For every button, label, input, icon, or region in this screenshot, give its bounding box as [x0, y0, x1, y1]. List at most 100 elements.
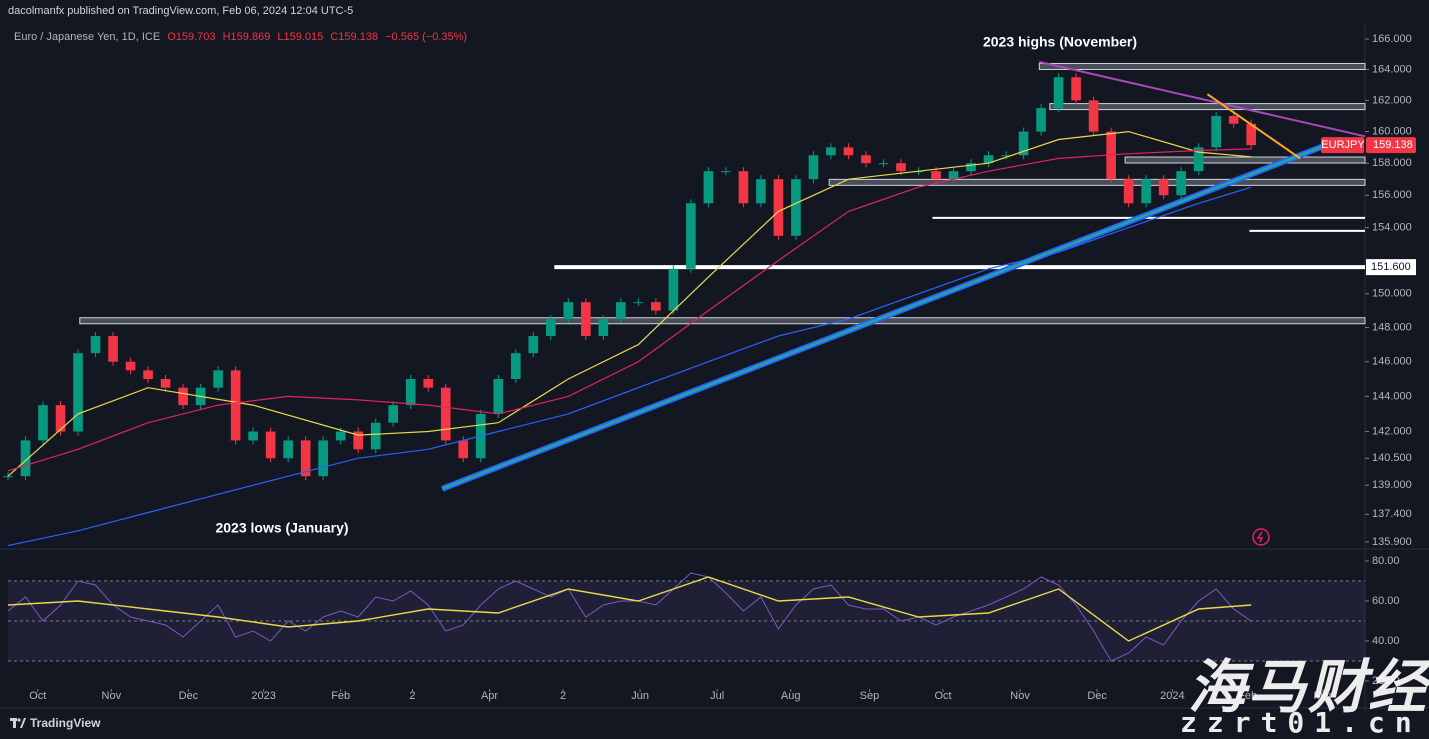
level-tag: [1366, 259, 1416, 276]
candle: [510, 353, 521, 379]
candle: [388, 405, 399, 423]
candle: [73, 353, 83, 432]
candle: [633, 302, 644, 304]
y-tick-label: 135.900: [1372, 536, 1412, 548]
annotation: 2023 highs (November): [983, 34, 1137, 50]
x-tick-label: Aug: [781, 690, 801, 702]
candle: [616, 302, 626, 320]
candle: [756, 179, 766, 204]
ohlc-close: C159.138: [330, 31, 379, 43]
y-tick-label: 137.400: [1372, 508, 1412, 520]
x-tick-label: 2024: [1160, 690, 1184, 702]
x-tick-label: Sep: [860, 690, 880, 702]
candle: [1123, 179, 1134, 204]
candle: [283, 440, 293, 459]
y-tick-label: 80.00: [1372, 555, 1400, 567]
candle: [1141, 179, 1151, 204]
candle: [265, 431, 276, 459]
x-tick-label: Feb: [331, 690, 350, 702]
x-tick-label: Dec: [1087, 690, 1107, 702]
y-tick-label: 140.500: [1372, 452, 1412, 464]
candle: [370, 422, 381, 450]
candle: [125, 361, 136, 371]
candle: [948, 171, 959, 180]
level-zone: [1049, 103, 1366, 111]
candle: [563, 302, 574, 320]
candle: [1246, 123, 1257, 146]
ohlc-open: O159.703: [167, 31, 216, 43]
level-zone: [1124, 156, 1366, 164]
candle: [721, 171, 731, 173]
candle: [1053, 77, 1064, 109]
candle: [808, 155, 819, 180]
candle: [668, 268, 679, 311]
candle: [108, 336, 118, 362]
y-tick-label: 164.000: [1372, 63, 1412, 75]
y-tick-label: 158.000: [1372, 157, 1412, 169]
candle: [493, 378, 504, 414]
ohlc-low: L159.015: [277, 31, 324, 43]
x-tick-label: Nov: [1010, 690, 1030, 702]
y-tick-label: 60.00: [1372, 595, 1400, 607]
candle: [931, 171, 941, 180]
y-tick-label: 156.000: [1372, 189, 1412, 201]
candle: [843, 147, 854, 156]
symbol-tag: [1321, 137, 1364, 154]
candle: [1018, 131, 1029, 156]
level-zone: [1038, 62, 1366, 70]
level-label: 151.600: [1371, 261, 1411, 273]
x-tick-label: Jul: [710, 690, 724, 702]
candle: [143, 370, 153, 379]
y-tick-label: 162.000: [1372, 94, 1412, 106]
candle: [1071, 77, 1081, 101]
candle: [1036, 108, 1046, 132]
candle: [598, 319, 609, 337]
x-tick-label: Oct: [29, 690, 46, 702]
x-tick-label: Mar: [1314, 690, 1333, 702]
candle: [703, 171, 714, 204]
replay-icon[interactable]: [1252, 528, 1270, 546]
candle: [773, 179, 784, 236]
y-tick-label: 142.000: [1372, 425, 1412, 437]
watermark: 海马财经: [1188, 655, 1429, 720]
candle: [983, 155, 994, 164]
symbol: Euro / Japanese Yen, 1D, ICE: [14, 31, 161, 43]
level-zone: [79, 317, 1366, 325]
y-tick-label: 20.00: [1372, 675, 1400, 687]
candle: [861, 155, 871, 164]
y-tick-label: 160.000: [1372, 125, 1412, 137]
candle: [581, 302, 591, 337]
candle: [230, 370, 241, 441]
candle: [335, 431, 346, 441]
symbol-tag-label: EURJPY: [1321, 139, 1365, 151]
trendline: [1039, 60, 1366, 138]
x-tick-label: Oct: [934, 690, 951, 702]
y-tick-label: 148.000: [1372, 321, 1412, 333]
rsi-line: [7, 572, 1252, 662]
candle: [1088, 100, 1099, 132]
candle: [651, 302, 661, 311]
x-tick-label: Apr: [481, 690, 498, 702]
candle: [458, 440, 469, 459]
footer[interactable]: TradingView: [10, 716, 100, 730]
price-tag: [1366, 137, 1416, 154]
candle: [423, 378, 434, 388]
trendline: [1206, 93, 1301, 160]
candle: [738, 171, 749, 204]
y-tick-label: 144.000: [1372, 390, 1412, 402]
y-tick-label: 150.000: [1372, 288, 1412, 300]
logo: [10, 718, 26, 728]
candle: [1211, 115, 1221, 148]
candle: [90, 336, 101, 354]
x-tick-label: 2: [409, 690, 415, 702]
candle: [20, 440, 31, 477]
candle: [160, 378, 171, 388]
candle: [178, 387, 188, 406]
candle: [353, 431, 364, 450]
candle: [213, 370, 223, 388]
y-tick-label: 139.000: [1372, 479, 1412, 491]
watermark-url: zzrt01.cn: [1180, 706, 1422, 739]
candle: [300, 440, 311, 477]
candle: [440, 387, 451, 441]
